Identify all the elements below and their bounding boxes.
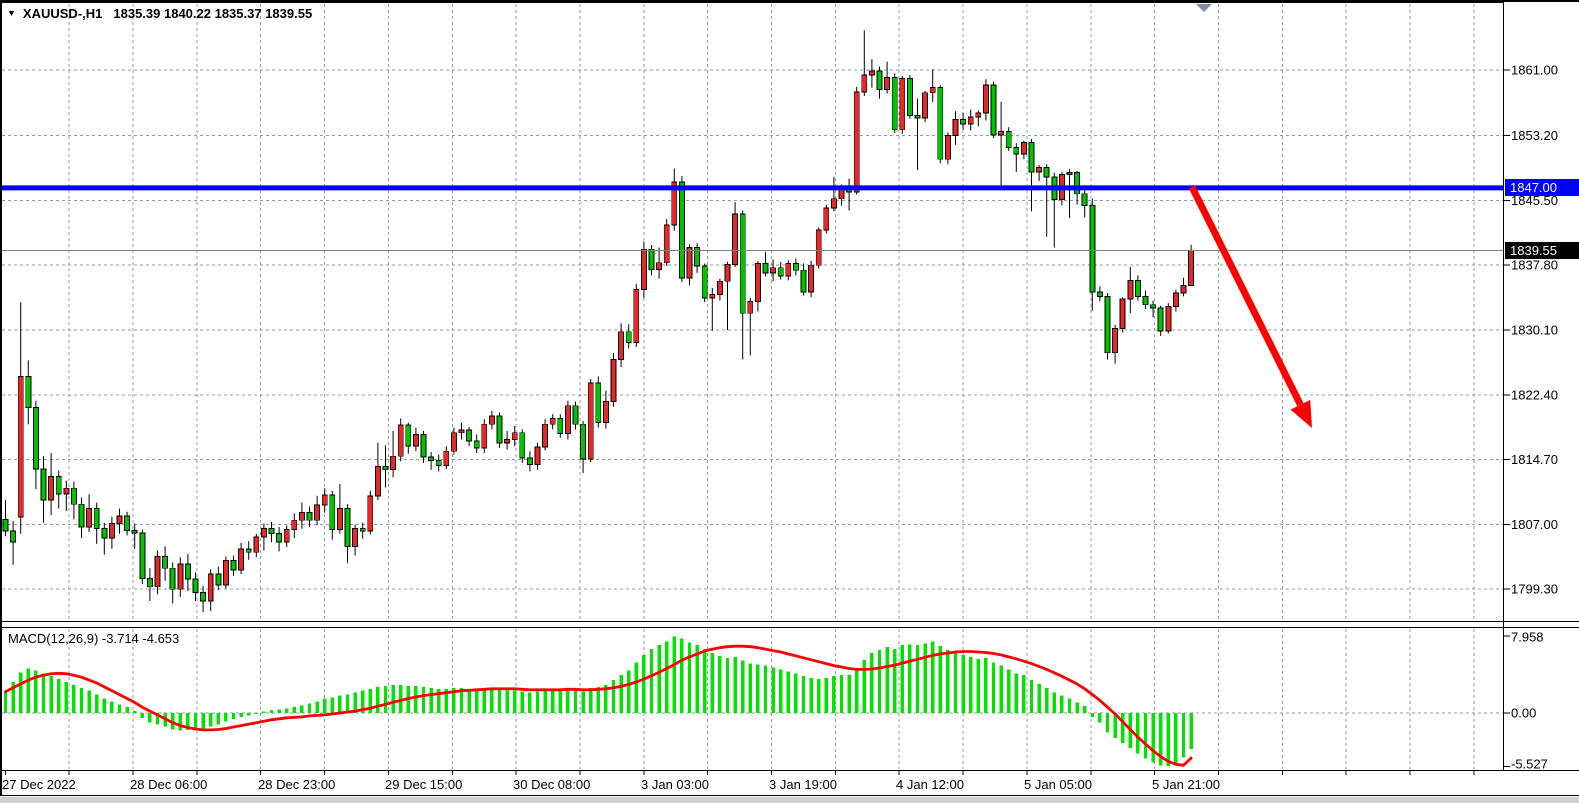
chart-title: ▼ XAUUSD-,H1 1835.39 1840.22 1835.37 183… — [7, 6, 312, 21]
time-tick-label: 3 Jan 03:00 — [641, 777, 709, 792]
price-tick-label: 1837.80 — [1511, 258, 1558, 273]
axis-text: 1861.00 1853.20 1845.50 1837.80 1830.10 1822.… — [2, 63, 1558, 793]
price-tick-label: 1822.40 — [1511, 387, 1558, 402]
price-tick-label: 1853.20 — [1511, 128, 1558, 143]
price-tick-label: 1861.00 — [1511, 63, 1558, 78]
symbol-collapse-icon[interactable]: ▼ — [7, 8, 16, 18]
trend-arrow[interactable] — [1188, 185, 1312, 428]
macd-tick-label: 0.00 — [1511, 706, 1536, 721]
current-price-badge: 1839.55 — [1505, 242, 1579, 259]
time-tick-label: 5 Jan 21:00 — [1152, 777, 1220, 792]
axis-ticks — [4, 69, 1510, 775]
ohlc-values: 1835.39 1840.22 1835.37 1839.55 — [113, 6, 313, 21]
grid-layer — [2, 4, 1503, 769]
time-tick-label: 3 Jan 19:00 — [769, 777, 837, 792]
time-tick-label: 28 Dec 23:00 — [258, 777, 335, 792]
macd-signal-line — [4, 644, 1193, 767]
time-tick-label: 29 Dec 15:00 — [385, 777, 462, 792]
time-tick-label: 28 Dec 06:00 — [130, 777, 207, 792]
macd-tick-label: 7.958 — [1511, 630, 1544, 645]
price-tick-label: 1845.50 — [1511, 193, 1558, 208]
time-tick-label: 4 Jan 12:00 — [896, 777, 964, 792]
macd-indicator-label: MACD(12,26,9) -3.714 -4.653 — [8, 631, 180, 646]
chart-shift-marker-icon[interactable] — [1196, 4, 1212, 12]
price-tick-label: 1799.30 — [1511, 582, 1558, 597]
price-tick-label: 1814.70 — [1511, 452, 1558, 467]
macd-tick-label: -5.527 — [1511, 757, 1548, 772]
time-tick-label: 5 Jan 05:00 — [1024, 777, 1092, 792]
symbol-period-label: XAUUSD-,H1 — [22, 6, 103, 21]
hline-price-badge: 1847.00 — [1505, 179, 1579, 196]
time-tick-label: 30 Dec 08:00 — [513, 777, 590, 792]
time-tick-label: 27 Dec 2022 — [2, 777, 76, 792]
candles-layer — [2, 30, 1195, 612]
macd-layer — [3, 636, 1193, 767]
window-bottom-strip — [0, 797, 1579, 803]
price-tick-label: 1830.10 — [1511, 323, 1558, 338]
price-tick-label: 1807.00 — [1511, 517, 1558, 532]
